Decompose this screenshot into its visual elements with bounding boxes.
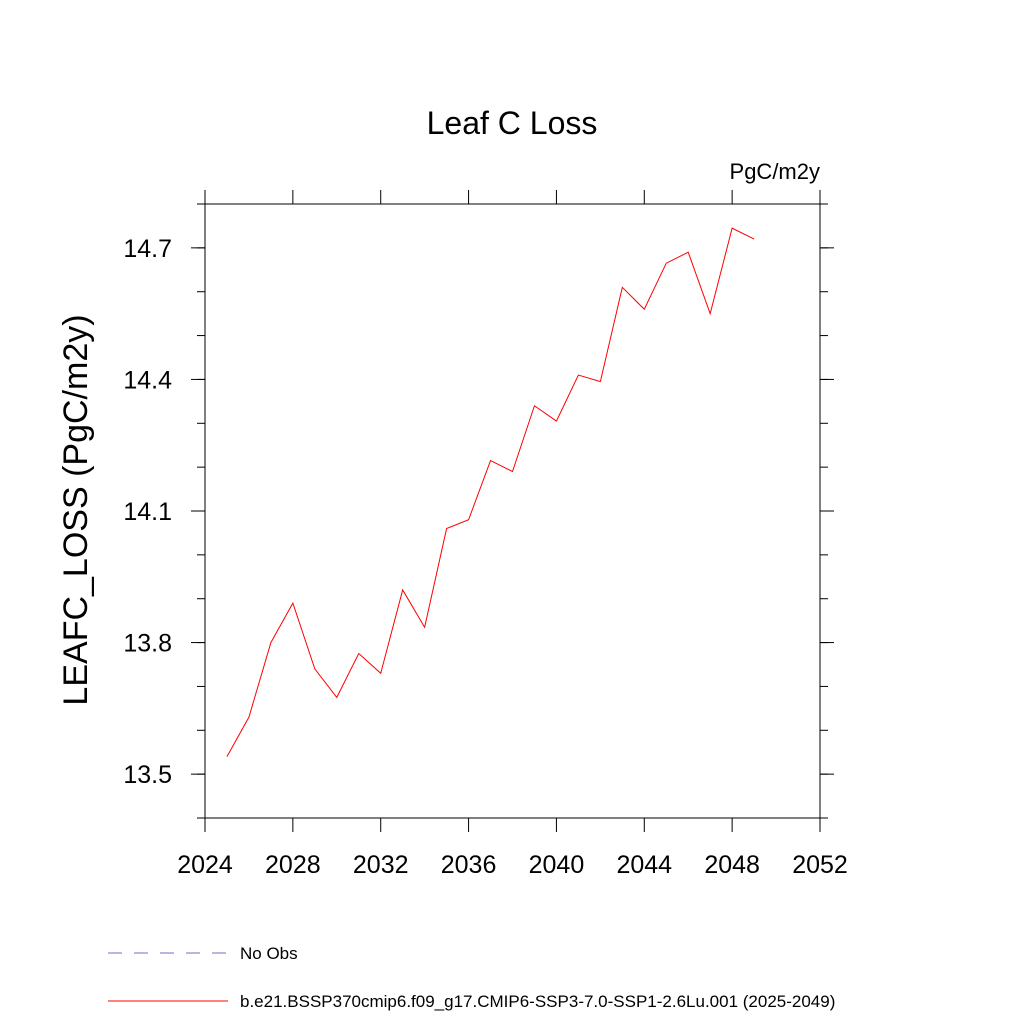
units-label: PgC/m2y xyxy=(730,159,820,184)
y-tick-label: 14.7 xyxy=(123,235,172,263)
x-tick-label: 2048 xyxy=(704,851,760,879)
series-group xyxy=(226,227,755,757)
x-tick-label: 2024 xyxy=(177,851,233,879)
x-tick-label: 2044 xyxy=(616,851,672,879)
x-tick-labels: 2024 2028 2032 2036 2040 2044 2048 2052 xyxy=(177,851,848,879)
y-axis-label: LEAFC_LOSS (PgC/m2y) xyxy=(57,314,95,705)
y-tick-label: 13.8 xyxy=(123,630,172,658)
axis-ticks xyxy=(191,190,834,832)
y-tick-label: 13.5 xyxy=(123,761,172,789)
legend: No Obs b.e21.BSSP370cmip6.f09_g17.CMIP6-… xyxy=(108,944,835,1011)
x-tick-label: 2032 xyxy=(353,851,409,879)
series-line xyxy=(226,227,755,757)
x-tick-label: 2040 xyxy=(529,851,585,879)
plot-frame xyxy=(204,203,821,819)
y-tick-label: 14.1 xyxy=(123,498,172,526)
chart-title: Leaf C Loss xyxy=(427,105,598,141)
legend-label-series: b.e21.BSSP370cmip6.f09_g17.CMIP6-SSP3-7.… xyxy=(240,992,835,1011)
y-tick-label: 14.4 xyxy=(123,366,172,394)
x-tick-label: 2028 xyxy=(265,851,321,879)
x-tick-label: 2052 xyxy=(792,851,848,879)
x-tick-label: 2036 xyxy=(441,851,497,879)
y-tick-labels: 13.5 13.8 14.1 14.4 14.7 xyxy=(123,235,172,789)
legend-label-no-obs: No Obs xyxy=(240,944,298,963)
